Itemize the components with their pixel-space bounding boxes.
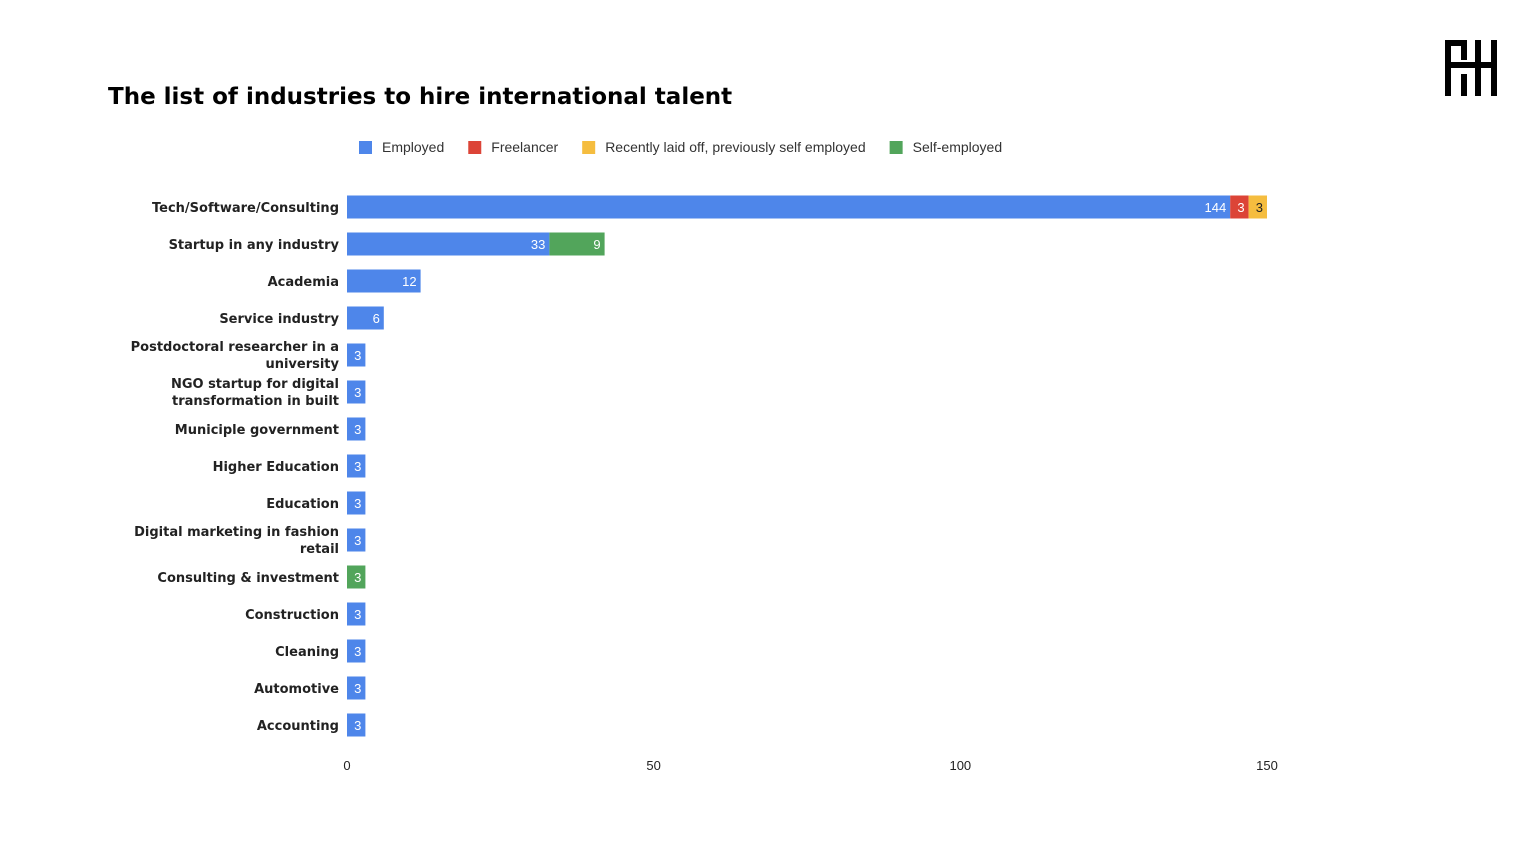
bar-segment [347,232,550,256]
bar-segment [347,528,366,552]
data-label: 9 [593,237,600,252]
bar-segment [347,195,1231,219]
chart-title: The list of industries to hire internati… [108,84,733,110]
category-label: Cleaning [275,645,339,660]
data-label: 33 [531,237,545,252]
data-label: 3 [1256,200,1263,215]
bar-segment [347,565,366,589]
bar-segment [347,306,384,330]
data-label: 3 [354,459,361,474]
category-label: Digital marketing in fashion retail [134,525,339,557]
legend-swatch [582,141,596,154]
category-label: Municiple government [175,423,339,438]
legend-item-0: Employed [359,139,444,155]
data-label: 3 [1237,200,1244,215]
data-label: 3 [354,718,361,733]
x-tick-label: 100 [949,758,971,773]
data-label: 3 [354,496,361,511]
bar-segment [347,269,421,293]
legend-item-3: Self-employed [889,139,1003,155]
category-label: Accounting [257,719,339,734]
legend-swatch [468,141,482,154]
data-label: 144 [1204,200,1226,215]
legend-item-1: Freelancer [468,139,559,155]
hh-monogram-logo [1445,40,1497,96]
category-label: Higher Education [213,460,339,475]
legend-swatch [359,141,372,154]
bar-segment [347,454,366,478]
category-label: Automotive [254,682,339,697]
x-tick-label: 150 [1256,758,1278,773]
data-label: 3 [354,607,361,622]
bar-segment [549,232,605,256]
data-label: 3 [354,570,361,585]
legend-label: Recently laid off, previously self emplo… [605,139,865,155]
logo-strokes [1445,40,1497,96]
legend-swatch [889,141,903,154]
bar-segment [347,676,366,700]
legend-label: Employed [382,139,444,155]
x-tick-label: 50 [646,758,660,773]
bar-segment [1230,195,1249,219]
data-label: 3 [354,422,361,437]
category-label: Postdoctoral researcher in a university [131,340,340,372]
category-label: Construction [245,608,339,623]
data-label: 3 [354,385,361,400]
legend-label: Self-employed [913,139,1003,155]
bar-segment [347,602,366,626]
x-tick-label: 0 [343,758,350,773]
legend-label: Freelancer [491,139,558,155]
bar-segment [347,343,366,367]
bar-segment [347,380,366,404]
category-labels: Tech/Software/Consulting Startup in any i… [131,201,340,734]
data-label: 6 [373,311,380,326]
category-label: NGO startup for digital transformation in… [171,377,339,409]
data-label: 3 [354,681,361,696]
x-axis: 0 50 100 150 [343,758,1277,773]
bar-segment [347,713,366,737]
category-label: Tech/Software/Consulting [152,201,339,216]
legend-item-2: Recently laid off, previously self emplo… [582,139,866,155]
category-label: Consulting & investment [157,571,339,586]
data-label: 3 [354,348,361,363]
category-label: Education [266,497,339,512]
bar-segment [347,417,366,441]
legend: Employed Freelancer Recently laid off, pre… [359,139,1002,155]
bar-segment [1248,195,1267,219]
category-label: Academia [268,275,339,290]
category-label: Startup in any industry [169,238,340,253]
data-label: 12 [402,274,416,289]
category-label: Service industry [219,312,339,327]
bar-segment [347,639,366,663]
data-label: 3 [354,644,361,659]
data-label: 3 [354,533,361,548]
bar-segment [347,491,366,515]
